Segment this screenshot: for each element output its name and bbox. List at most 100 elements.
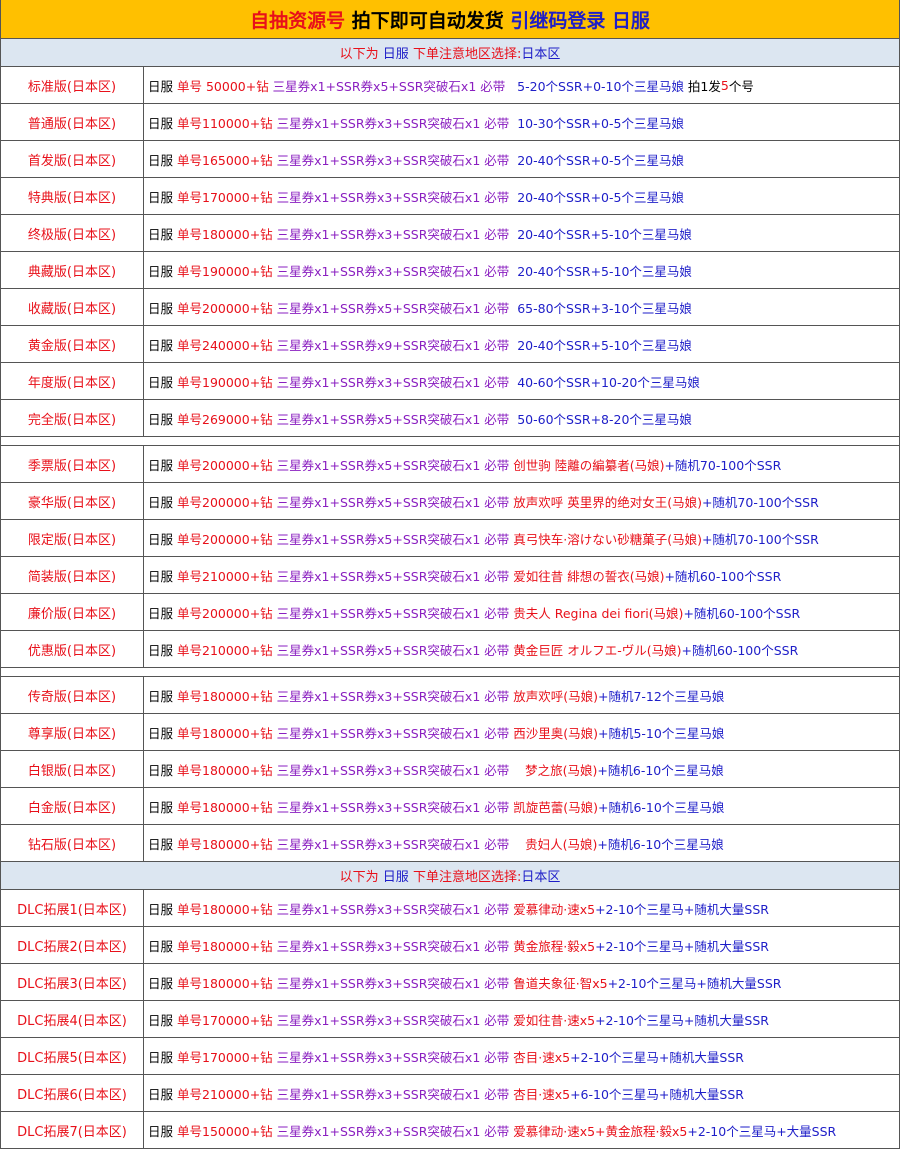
text-segment: +随机60-100个SSR (683, 605, 801, 621)
text-segment: 20-40个SSR+5-10个三星马娘 (509, 226, 692, 242)
section-header: 以下为 日服 下单注意地区选择: 日本区 (1, 862, 899, 890)
text-segment: 单号180000+钻 (173, 901, 273, 917)
row-description: 日服 单号180000+钻 三星券x1+SSR券x3+SSR突破石x1 必带 贵… (144, 825, 899, 861)
text-segment: +2-10个三星马+随机大量SSR (607, 975, 782, 991)
row-label: DLC拓展6(日本区) (1, 1075, 144, 1111)
text-segment: 单号200000+钻 (173, 531, 273, 547)
row-description: 日服 单号170000+钻 三星券x1+SSR券x3+SSR突破石x1 必带 2… (144, 178, 899, 214)
text-segment: 个号 (728, 78, 754, 94)
row-description: 日服 单号180000+钻 三星券x1+SSR券x3+SSR突破石x1 必带 放… (144, 677, 899, 713)
text-segment: 日服 (382, 870, 413, 885)
row-description: 日服 单号200000+钻 三星券x1+SSR券x5+SSR突破石x1 必带 6… (144, 289, 899, 325)
text-segment: 西沙里奥(马娘) (509, 725, 598, 741)
text-segment: 日服 (148, 1123, 174, 1139)
text-segment: 创世驹 陸離の編纂者(马娘) (509, 457, 665, 473)
text-segment: 三星券x1+SSR券x5+SSR突破石x1 必带 (272, 411, 510, 427)
text-segment: 日服 (148, 152, 174, 168)
row-label: 廉价版(日本区) (1, 594, 144, 630)
text-segment: 单号180000+钻 (173, 938, 273, 954)
text-segment: 贵妇人(马娘) (509, 836, 598, 852)
text-segment: 黄金旅程·毅x5 (509, 938, 596, 954)
row-description: 日服 单号180000+钻 三星券x1+SSR券x3+SSR突破石x1 必带 2… (144, 215, 899, 251)
table-row: DLC拓展6(日本区) 日服 单号210000+钻 三星券x1+SSR券x3+SS… (1, 1075, 899, 1112)
row-label: 白银版(日本区) (1, 751, 144, 787)
row-description: 日服 单号210000+钻 三星券x1+SSR券x5+SSR突破石x1 必带 爱… (144, 557, 899, 593)
text-segment: 40-60个SSR+10-20个三星马娘 (509, 374, 700, 390)
text-segment: 单号180000+钻 (173, 688, 273, 704)
table-row: 普通版(日本区) 日服 单号110000+钻 三星券x1+SSR券x3+SSR突破… (1, 104, 899, 141)
row-label: DLC拓展7(日本区) (1, 1112, 144, 1148)
text-segment: 单号210000+钻 (173, 568, 273, 584)
row-label: 季票版(日本区) (1, 446, 144, 482)
text-segment: 日服 (148, 836, 174, 852)
text-segment: 日服 (148, 762, 174, 778)
row-label: 简装版(日本区) (1, 557, 144, 593)
text-segment: 三星券x1+SSR券x3+SSR突破石x1 必带 (272, 115, 510, 131)
table-row: DLC拓展2(日本区) 日服 单号180000+钻 三星券x1+SSR券x3+SS… (1, 927, 899, 964)
text-segment: 日服 (148, 938, 174, 954)
table-row: 季票版(日本区) 日服 单号200000+钻 三星券x1+SSR券x5+SSR突破… (1, 446, 899, 483)
text-segment: 日服 (148, 688, 174, 704)
text-segment: 三星券x1+SSR券x3+SSR突破石x1 必带 (272, 263, 510, 279)
row-label: 标准版(日本区) (1, 67, 144, 103)
text-segment: 20-40个SSR+0-5个三星马娘 (509, 189, 684, 205)
row-description: 日服 单号180000+钻 三星券x1+SSR券x3+SSR突破石x1 必带 凯… (144, 788, 899, 824)
row-description: 日服 单号170000+钻 三星券x1+SSR券x3+SSR突破石x1 必带 杏… (144, 1038, 899, 1074)
text-segment: 日服 (148, 374, 174, 390)
text-segment: +随机60-100个SSR (681, 642, 799, 658)
text-segment: +随机6-10个三星马娘 (597, 836, 724, 852)
text-segment: 日服 (148, 901, 174, 917)
text-segment: 杏目·速x5 (509, 1049, 571, 1065)
text-segment: 日本区 (521, 870, 561, 885)
text-segment: +2-10个三星马+随机大量SSR (595, 938, 769, 954)
table-row: DLC拓展5(日本区) 日服 单号170000+钻 三星券x1+SSR券x3+SS… (1, 1038, 899, 1075)
table-row: 首发版(日本区) 日服 单号165000+钻 三星券x1+SSR券x3+SSR突破… (1, 141, 899, 178)
table-row: 终极版(日本区) 日服 单号180000+钻 三星券x1+SSR券x3+SSR突破… (1, 215, 899, 252)
text-segment: 日本区 (521, 47, 561, 62)
row-label: 收藏版(日本区) (1, 289, 144, 325)
section-header: 以下为 日服 下单注意地区选择: 日本区 (1, 39, 899, 67)
table-row: 简装版(日本区) 日服 单号210000+钻 三星券x1+SSR券x5+SSR突破… (1, 557, 899, 594)
text-segment: 5 (720, 77, 729, 93)
text-segment: 单号200000+钻 (173, 457, 273, 473)
row-description: 日服 单号200000+钻 三星券x1+SSR券x5+SSR突破石x1 必带 真… (144, 520, 899, 556)
text-segment: 拍下即可自动发货 (351, 9, 511, 32)
row-label: 白金版(日本区) (1, 788, 144, 824)
separator (1, 437, 899, 446)
text-segment: 日服 (148, 1086, 174, 1102)
row-label: 黄金版(日本区) (1, 326, 144, 362)
text-segment: 三星券x1+SSR券x3+SSR突破石x1 必带 (272, 762, 510, 778)
text-segment: +随机70-100个SSR (701, 531, 819, 547)
text-segment: 日服 (148, 263, 174, 279)
row-description: 日服 单号150000+钻 三星券x1+SSR券x3+SSR突破石x1 必带 爱… (144, 1112, 899, 1148)
table-row: 黄金版(日本区) 日服 单号240000+钻 三星券x1+SSR券x9+SSR突破… (1, 326, 899, 363)
text-segment: 真弓快车·溶けない砂糖菓子(马娘) (509, 531, 702, 547)
text-segment: 三星券x1+SSR券x5+SSR突破石x1 必带 (268, 78, 506, 94)
row-label: DLC拓展4(日本区) (1, 1001, 144, 1037)
row-description: 日服 单号180000+钻 三星券x1+SSR券x3+SSR突破石x1 必带 梦… (144, 751, 899, 787)
text-segment: 日服 (148, 189, 174, 205)
title-bar: 自抽资源号 拍下即可自动发货 引继码登录 日服 (1, 0, 899, 39)
row-description: 日服 单号200000+钻 三星券x1+SSR券x5+SSR突破石x1 必带 放… (144, 483, 899, 519)
text-segment: 爱慕律动·速x5+黄金旅程·毅x5 (509, 1123, 688, 1139)
text-segment: 三星券x1+SSR券x3+SSR突破石x1 必带 (272, 799, 510, 815)
table-row: 优惠版(日本区) 日服 单号210000+钻 三星券x1+SSR券x5+SSR突破… (1, 631, 899, 668)
text-segment: 日服 (148, 115, 174, 131)
row-label: 钻石版(日本区) (1, 825, 144, 861)
text-segment: 下单注意地区选择: (412, 47, 522, 62)
text-segment: +2-10个三星马+随机大量SSR (595, 1012, 769, 1028)
table-row: 年度版(日本区) 日服 单号190000+钻 三星券x1+SSR券x3+SSR突破… (1, 363, 899, 400)
table-row: 限定版(日本区) 日服 单号200000+钻 三星券x1+SSR券x5+SSR突破… (1, 520, 899, 557)
text-segment: 三星券x1+SSR券x3+SSR突破石x1 必带 (272, 226, 510, 242)
row-description: 日服 单号200000+钻 三星券x1+SSR券x5+SSR突破石x1 必带 创… (144, 446, 899, 482)
text-segment: 20-40个SSR+0-5个三星马娘 (509, 152, 684, 168)
text-segment: 以下为 (339, 47, 383, 62)
text-segment: 三星券x1+SSR券x3+SSR突破石x1 必带 (272, 189, 510, 205)
text-segment: 日服 (148, 642, 174, 658)
text-segment: 单号170000+钻 (173, 1049, 273, 1065)
text-segment: 三星券x1+SSR券x3+SSR突破石x1 必带 (272, 901, 510, 917)
row-label: 限定版(日本区) (1, 520, 144, 556)
text-segment: +随机7-12个三星马娘 (597, 688, 725, 704)
table-row: DLC拓展4(日本区) 日服 单号170000+钻 三星券x1+SSR券x3+SS… (1, 1001, 899, 1038)
table-row: 特典版(日本区) 日服 单号170000+钻 三星券x1+SSR券x3+SSR突破… (1, 178, 899, 215)
